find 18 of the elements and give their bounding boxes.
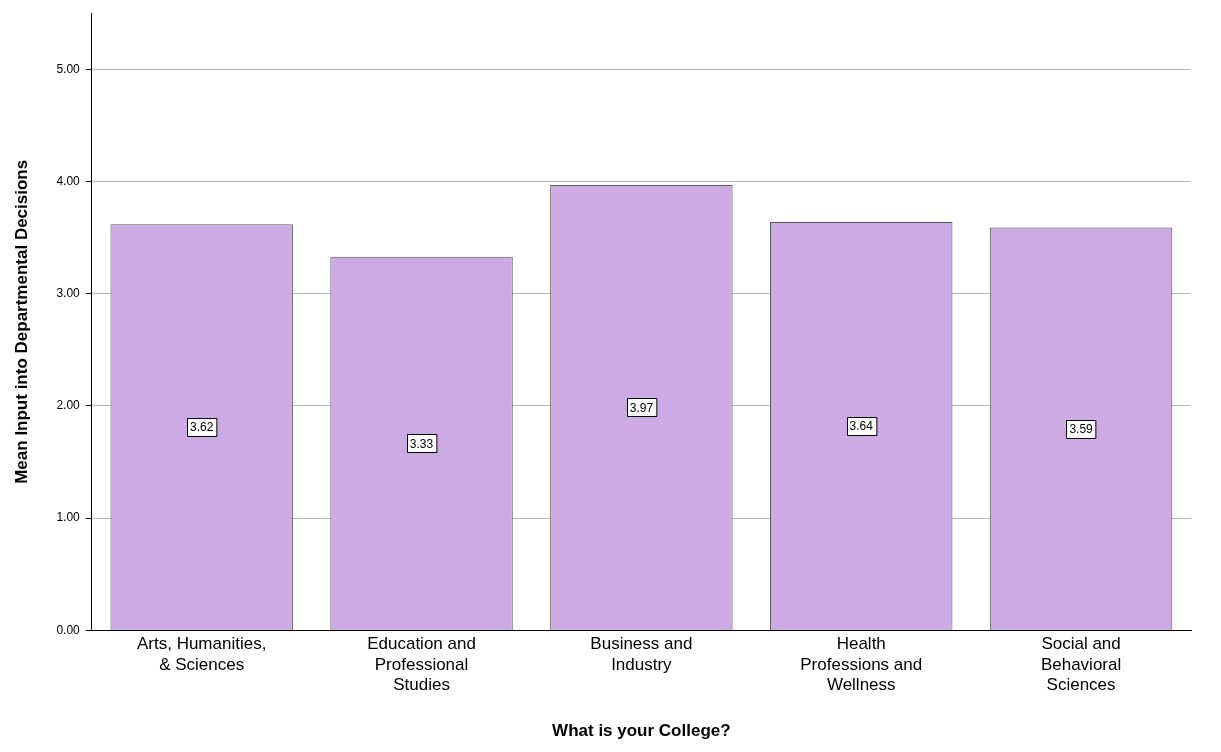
data-label: 3.59: [1069, 422, 1094, 437]
x-tick-label: Health Professions and Wellness: [800, 634, 923, 695]
x-axis-title: What is your College?: [552, 721, 731, 741]
x-tick-label: Arts, Humanities, & Sciences: [136, 634, 267, 674]
y-tick-label: 3.00: [56, 286, 81, 301]
y-tick-label: 1.00: [56, 510, 81, 525]
y-tick-label: 5.00: [56, 61, 81, 76]
x-tick-label: Education and Professional Studies: [367, 634, 476, 695]
x-tick-label: Social and Behavioral Sciences: [1040, 634, 1122, 695]
data-label: 3.97: [629, 400, 654, 415]
y-tick-label: 2.00: [56, 398, 81, 413]
data-label: 3.62: [190, 420, 214, 435]
data-label: 3.64: [849, 419, 874, 434]
x-tick-label: Business and Industry: [590, 634, 693, 674]
y-axis-title: Mean Input into Departmental Decisions: [11, 159, 31, 484]
data-label: 3.33: [409, 436, 434, 451]
y-tick-label: 4.00: [56, 173, 81, 188]
y-tick-label: 0.00: [56, 622, 81, 637]
